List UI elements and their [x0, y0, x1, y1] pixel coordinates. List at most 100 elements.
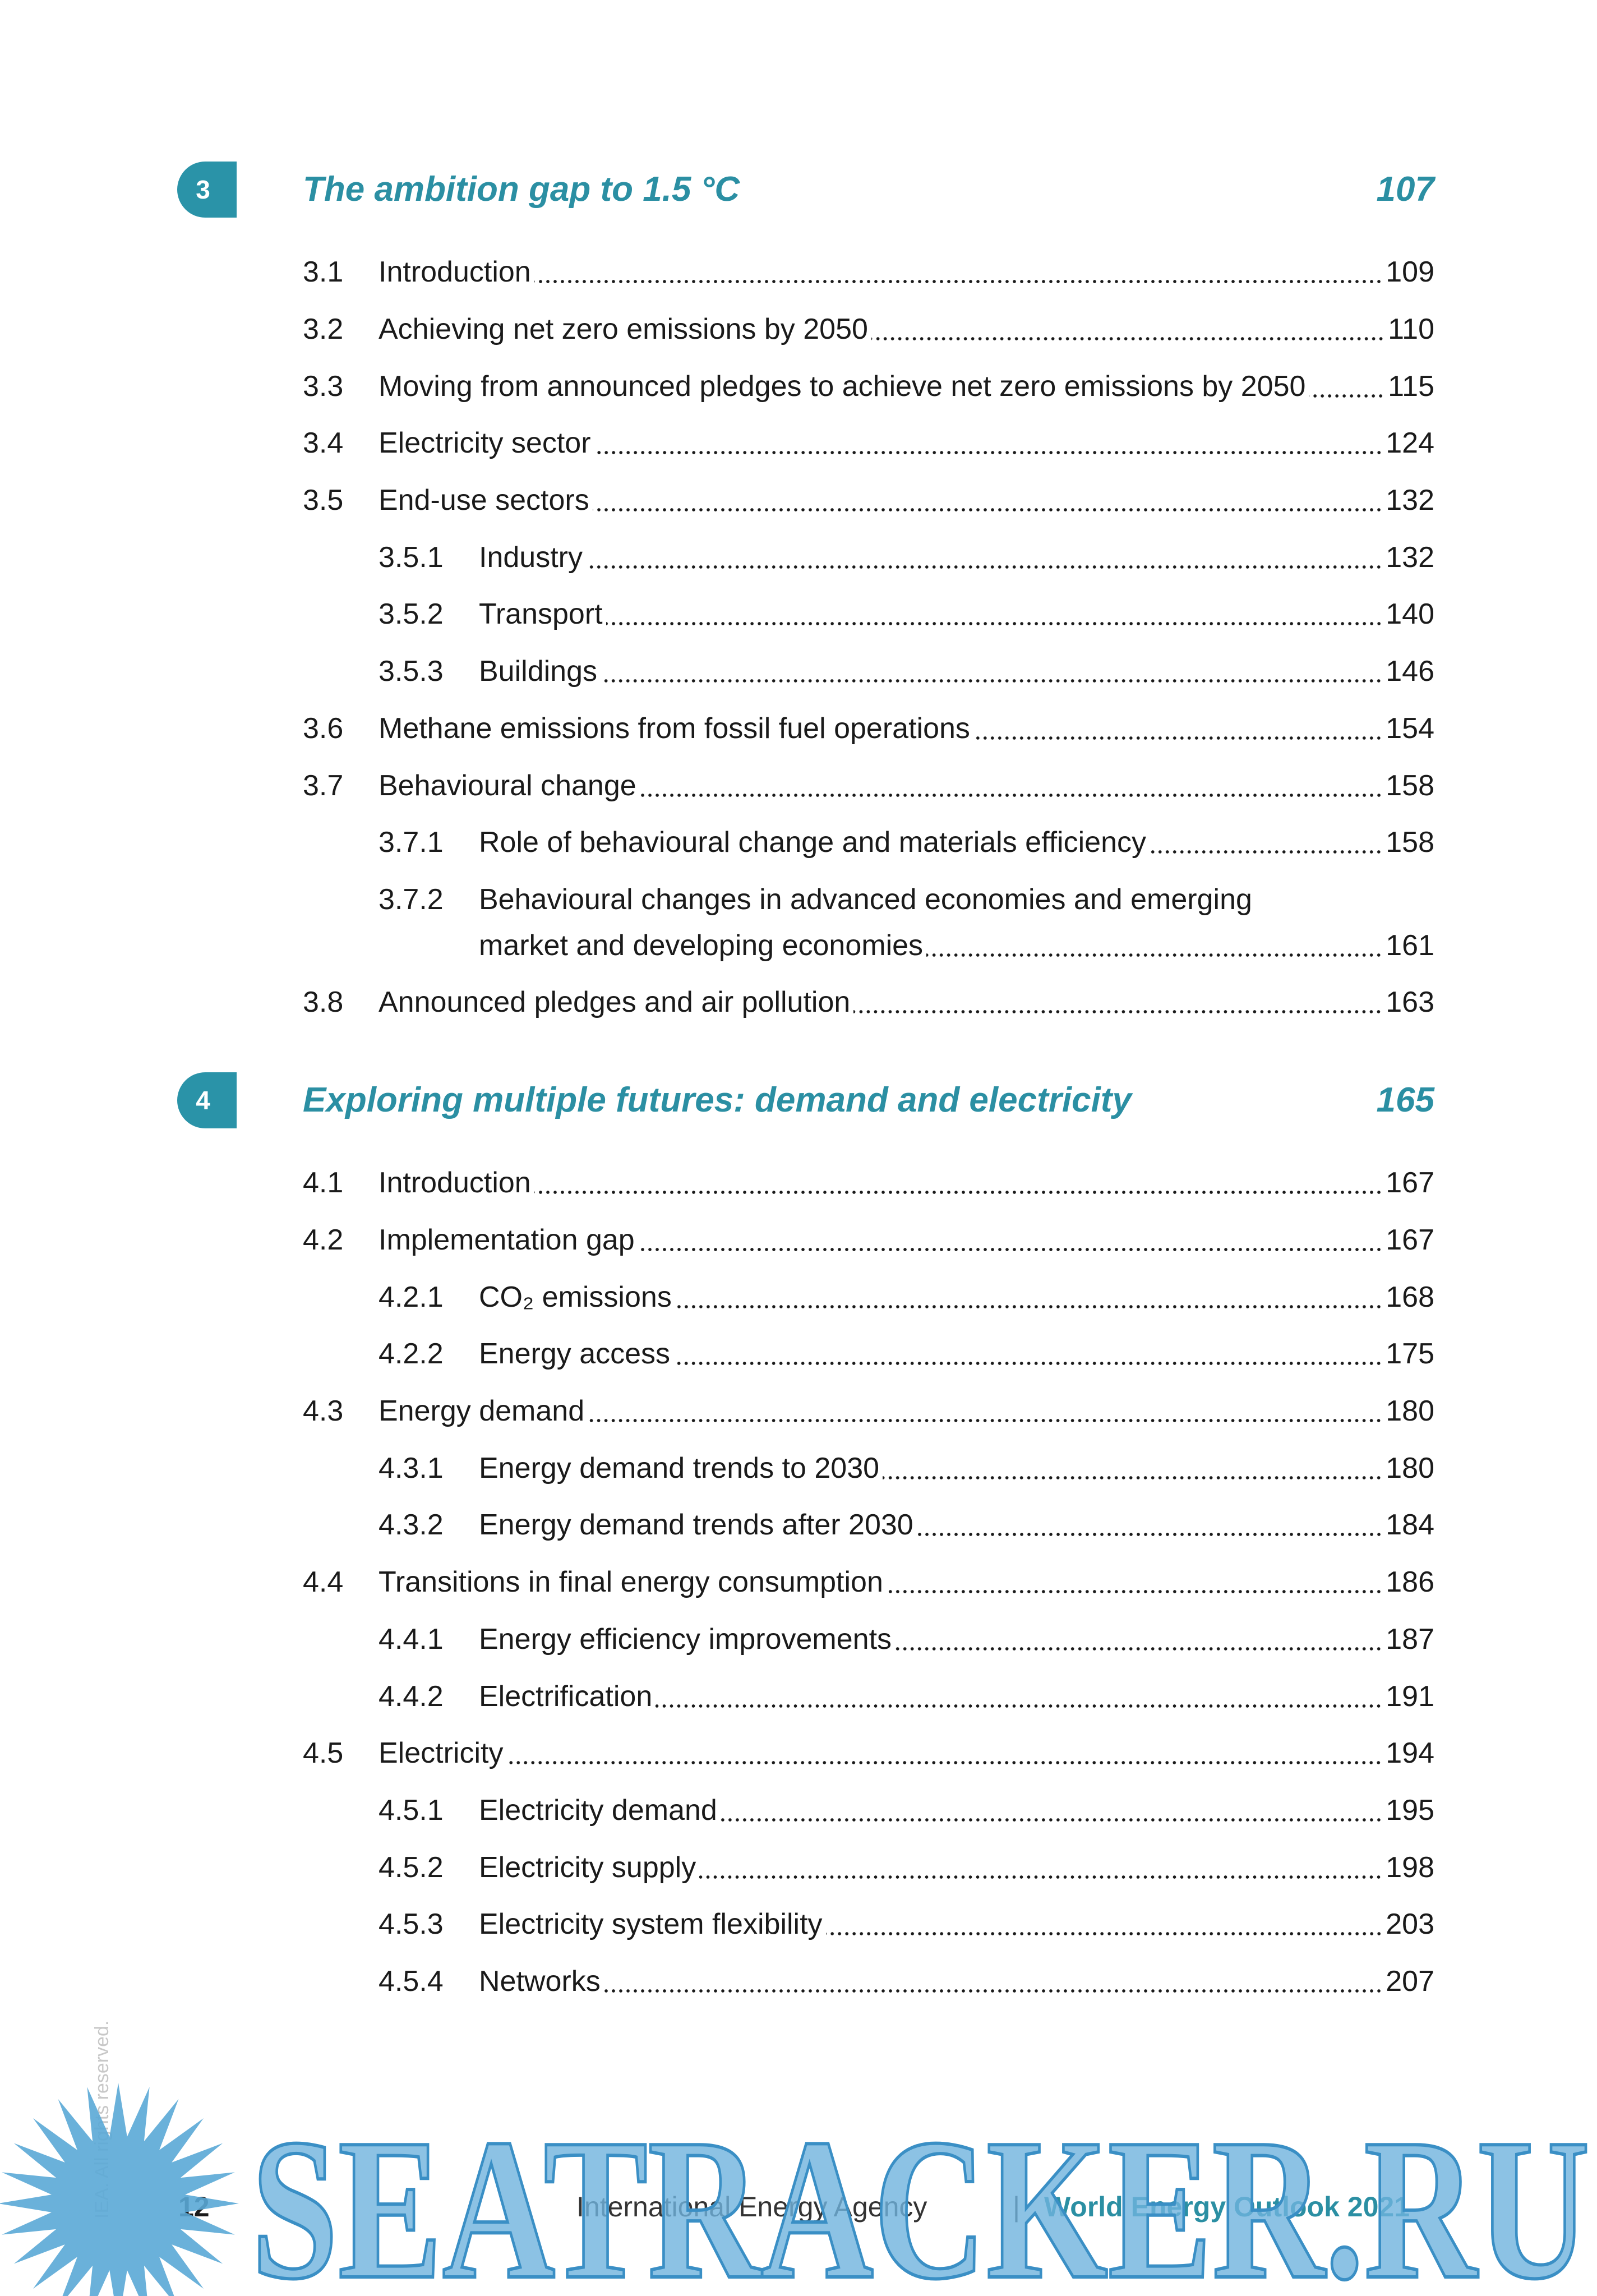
entry-page: 191: [1386, 1680, 1434, 1713]
entry-row: Transitions in final energy consumption 1…: [379, 1562, 1434, 1602]
entry-page: 110: [1388, 312, 1434, 345]
dot-leader: [638, 1247, 1383, 1252]
entry-title: Energy demand: [379, 1395, 585, 1428]
entry-page: 180: [1386, 1451, 1434, 1484]
dot-leader: [1309, 393, 1385, 398]
entry-number: 3.5.1: [379, 541, 444, 574]
footer-report: World Energy Outlook 2021: [1044, 2191, 1410, 2223]
dot-leader: [534, 1190, 1383, 1195]
entry-page: 167: [1386, 1167, 1434, 1200]
entry-page: 195: [1386, 1794, 1434, 1827]
entry-page: 207: [1386, 1965, 1434, 1998]
entry-row: Electricity supply 198: [479, 1848, 1434, 1887]
entry-row: Introduction 109: [379, 252, 1434, 292]
entry-row: Moving from announced pledges to achieve…: [379, 367, 1434, 406]
entry-title: Implementation gap: [379, 1223, 635, 1256]
entry-number: 4.5.2: [379, 1851, 444, 1884]
entry-title: Networks: [479, 1965, 601, 1998]
entry-number: 4.5.1: [379, 1794, 444, 1827]
entry-number: 4.5.3: [379, 1908, 444, 1941]
dot-leader: [825, 1931, 1383, 1937]
chapter-page: 165: [1376, 1080, 1434, 1119]
entry-page: 194: [1386, 1737, 1434, 1770]
entry-title: Methane emissions from fossil fuel opera…: [379, 712, 970, 745]
entry-page: 124: [1386, 427, 1434, 460]
dot-leader: [592, 508, 1383, 513]
watermark-text: SEATRACKER.RU: [251, 2097, 1590, 2296]
entry-row: market and developing economies 161: [479, 926, 1434, 965]
entry-number: 4.5.4: [379, 1965, 444, 1998]
entry-title: Electrification: [479, 1680, 653, 1713]
entry-row: Behavioural change 158: [379, 766, 1434, 805]
entry-title: Moving from announced pledges to achieve…: [379, 370, 1306, 403]
entry-page: 132: [1386, 541, 1434, 574]
chapter-title: Exploring multiple futures: demand and e…: [303, 1080, 1132, 1119]
chapter-heading: The ambition gap to 1.5 °C 107: [303, 167, 1434, 212]
entry-title: Energy access: [479, 1338, 671, 1371]
dot-leader: [639, 792, 1383, 797]
entry-page: 158: [1386, 826, 1434, 859]
entry-title: Electricity system flexibility: [479, 1908, 823, 1941]
entry-title: Achieving net zero emissions by 2050: [379, 312, 868, 345]
entry-row: Energy demand 180: [379, 1391, 1434, 1431]
entry-number: 4.2: [303, 1223, 344, 1256]
entry-row: Industry 132: [479, 538, 1434, 577]
entry-number: 4.2.1: [379, 1280, 444, 1313]
entry-page: 198: [1386, 1851, 1434, 1884]
entry-title: Industry: [479, 541, 583, 574]
entry-row: Methane emissions from fossil fuel opera…: [379, 709, 1434, 748]
entry-page: 163: [1386, 986, 1434, 1019]
entry-title: Energy efficiency improvements: [479, 1622, 892, 1656]
entry-page: 184: [1386, 1509, 1434, 1542]
watermark: SEATRACKER.RU: [0, 2083, 1591, 2296]
entry-row: Transport 140: [479, 594, 1434, 634]
dot-leader: [585, 564, 1383, 569]
entry-number: 3.3: [303, 370, 344, 403]
dot-leader: [871, 336, 1385, 341]
entry-row: Announced pledges and air pollution 163: [379, 983, 1434, 1022]
entry-title: CO₂ emissions: [479, 1280, 672, 1313]
entry-row: CO₂ emissions 168: [479, 1278, 1434, 1317]
dot-leader: [699, 1874, 1383, 1879]
entry-number: 4.3.2: [379, 1509, 444, 1542]
entry-row: Achieving net zero emissions by 2050 110: [379, 310, 1434, 349]
entry-page: 115: [1388, 370, 1434, 403]
entry-title: market and developing economies: [479, 929, 924, 962]
entry-number: 4.2.2: [379, 1338, 444, 1371]
entry-row: Electricity 194: [379, 1733, 1434, 1773]
entry-row: Implementation gap 167: [379, 1220, 1434, 1260]
entry-row: Role of behavioural change and materials…: [479, 823, 1434, 862]
dot-leader: [895, 1646, 1383, 1651]
entry-number: 3.2: [303, 312, 344, 345]
dot-leader: [926, 952, 1383, 957]
entry-row: Electricity demand 195: [479, 1791, 1434, 1830]
entry-row: Energy access 175: [479, 1334, 1434, 1373]
entry-number: 4.3.1: [379, 1451, 444, 1484]
entry-number: 3.6: [303, 712, 344, 745]
entry-number: 3.7.1: [379, 826, 444, 859]
entry-title: Energy demand trends to 2030: [479, 1451, 880, 1484]
dot-leader: [853, 1009, 1383, 1015]
dot-leader: [720, 1818, 1383, 1823]
entry-title: Behavioural changes in advanced economie…: [479, 883, 1252, 916]
entry-page: 175: [1386, 1338, 1434, 1371]
footer-separator: |: [1013, 2191, 1020, 2223]
entry-page: 187: [1386, 1622, 1434, 1656]
entry-number: 4.4.1: [379, 1622, 444, 1656]
entry-row: Energy demand trends to 2030 180: [479, 1449, 1434, 1488]
entry-page: 132: [1386, 484, 1434, 517]
dot-leader: [588, 1418, 1383, 1423]
entry-page: 158: [1386, 769, 1434, 802]
chapter-page: 107: [1376, 169, 1434, 209]
footer-publisher: International Energy Agency: [576, 2191, 927, 2223]
dot-leader: [1149, 850, 1383, 855]
entry-number: 3.1: [303, 256, 344, 289]
entry-row: Electricity system flexibility 203: [479, 1905, 1434, 1944]
entry-title: Buildings: [479, 655, 598, 688]
entry-page: 203: [1386, 1908, 1434, 1941]
entry-number: 3.7.2: [379, 883, 444, 916]
entry-title: Energy demand trends after 2030: [479, 1509, 913, 1542]
dot-leader: [603, 1989, 1383, 1994]
entry-title: Electricity supply: [479, 1851, 696, 1884]
